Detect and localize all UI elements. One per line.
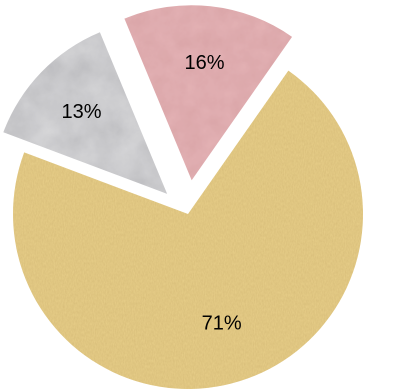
pie-slice-label: 16% (185, 52, 225, 74)
pie-slice-label: 71% (202, 313, 242, 335)
pie-slice-label: 13% (62, 101, 102, 123)
pie-labels: 71% 13% 16% (62, 52, 242, 335)
pie-slice-71 (13, 70, 363, 389)
pie-slices (3, 5, 363, 389)
pie-slice-16 (124, 5, 293, 181)
pie-slice-13 (3, 32, 168, 194)
